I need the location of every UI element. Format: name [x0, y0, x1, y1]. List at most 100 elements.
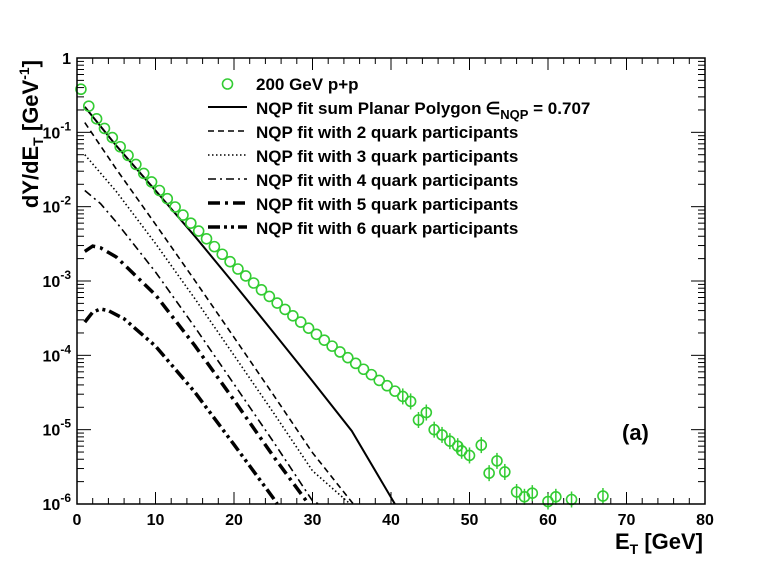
fit-curve-thickdashdotdot — [83, 307, 279, 505]
data-point — [263, 290, 276, 303]
plot-frame — [76, 57, 706, 505]
data-point — [122, 149, 134, 162]
data-point — [463, 449, 476, 462]
data-point — [216, 248, 229, 261]
data-point — [75, 83, 87, 96]
data-point — [483, 467, 495, 479]
legend-label: NQP fit with 4 quark participants — [256, 171, 518, 190]
y-tick-label-exponent: -5 — [60, 417, 71, 431]
legend-label: NQP fit with 5 quark participants — [256, 195, 518, 214]
data-point — [153, 184, 166, 197]
x-axis-title-main: E — [615, 529, 630, 554]
y-tick-label-base: 1 — [62, 51, 71, 68]
data-point — [232, 263, 244, 275]
data-point — [491, 455, 503, 467]
y-axis-title-main: dY/dE — [18, 146, 43, 208]
y-tick-label: 10-6 — [43, 491, 72, 514]
data-point — [208, 240, 221, 253]
legend-label-epsilon-value: = 0.707 — [528, 99, 590, 118]
data-point — [106, 131, 119, 144]
data-point — [342, 351, 354, 364]
y-tick-label-exponent: -3 — [60, 268, 71, 282]
y-tick-label-base: 10 — [43, 274, 61, 291]
legend-label: NQP fit with 2 quark participants — [256, 123, 518, 142]
data-point — [224, 255, 236, 268]
legend-label-main: NQP fit with 4 quark participants — [256, 171, 518, 190]
data-point — [373, 374, 386, 387]
x-tick-label: 80 — [696, 512, 714, 529]
x-axis-title: ET [GeV] — [615, 529, 703, 557]
data-point — [318, 334, 331, 346]
data-point — [334, 346, 346, 358]
data-point — [185, 217, 197, 229]
x-tick-label: 0 — [73, 512, 82, 529]
data-point — [550, 490, 562, 503]
data-point — [192, 225, 205, 237]
data-point — [279, 303, 291, 316]
y-tick-label-base: 10 — [43, 348, 61, 365]
data-point — [169, 201, 181, 213]
legend-marker — [221, 78, 234, 90]
data-point — [436, 429, 448, 441]
legend-label-main: 200 GeV p+p — [256, 75, 359, 94]
data-point — [177, 209, 189, 221]
tick-labels-group: 0 10 20 30 40 50 60 70 80110-110-210-310-410-510… — [43, 51, 714, 529]
y-tick-label-exponent: -4 — [60, 342, 71, 356]
data-point — [200, 232, 213, 245]
y-tick-label-base: 10 — [43, 423, 61, 440]
x-tick-label: 40 — [382, 512, 400, 529]
legend-label: NQP fit with 6 quark participants — [256, 219, 518, 238]
data-point — [98, 122, 111, 135]
y-tick-label: 10-3 — [43, 268, 72, 291]
data-point — [90, 113, 103, 125]
data-point — [82, 100, 95, 112]
legend-label-epsilon-sub: NQP — [500, 107, 529, 122]
data-point — [302, 322, 315, 334]
data-point — [597, 490, 609, 502]
legend-label: NQP fit with 3 quark participants — [256, 147, 518, 166]
data-point — [271, 297, 283, 309]
data-point — [247, 277, 260, 289]
x-axis-title-rest: [GeV] — [638, 529, 703, 554]
y-tick-label: 10-4 — [43, 342, 72, 365]
legend-label-main: NQP fit with 3 quark participants — [256, 147, 518, 166]
data-point — [420, 406, 433, 419]
y-axis-title-sub: T — [30, 137, 46, 146]
y-tick-label-base: 10 — [43, 125, 61, 142]
data-point — [365, 368, 378, 381]
y-tick-label-exponent: -1 — [60, 119, 71, 133]
legend-label-main: NQP fit sum Planar Polygon — [256, 99, 481, 118]
data-point — [239, 270, 252, 282]
y-tick-label-base: 10 — [43, 200, 61, 217]
data-point — [526, 487, 539, 499]
legend-label: NQP fit sum Planar Polygon ∈NQP = 0.707 — [256, 99, 590, 122]
data-point — [310, 328, 323, 341]
y-tick-label-exponent: -6 — [60, 491, 71, 505]
data-point — [499, 466, 511, 478]
y-axis-title: dY/dET [GeV-1] — [16, 60, 46, 208]
y-tick-label: 10-5 — [43, 417, 72, 440]
data-points-group — [75, 83, 609, 510]
x-axis-title-sub: T — [630, 541, 639, 557]
y-axis-title-sup: -1 — [16, 67, 32, 80]
fit-curve-thickdashdot — [83, 244, 311, 506]
legend: 200 GeV p+p NQP fit sum Planar Polygon ∈NQ… — [208, 75, 590, 238]
panel-label: (a) — [622, 420, 649, 445]
data-point — [412, 414, 425, 426]
x-tick-label: 50 — [461, 512, 479, 529]
data-point — [114, 140, 126, 153]
data-point — [161, 192, 174, 205]
x-tick-label: 20 — [225, 512, 243, 529]
legend-label-main: NQP fit with 6 quark participants — [256, 219, 518, 238]
data-point — [137, 167, 150, 180]
y-tick-label-exponent: -2 — [60, 194, 71, 208]
y-axis-title-rest: [GeV — [18, 79, 43, 137]
data-point — [349, 357, 362, 370]
data-point — [255, 284, 268, 296]
y-tick-label-base: 10 — [43, 497, 61, 514]
x-tick-label: 70 — [618, 512, 636, 529]
x-tick-label: 10 — [147, 512, 165, 529]
